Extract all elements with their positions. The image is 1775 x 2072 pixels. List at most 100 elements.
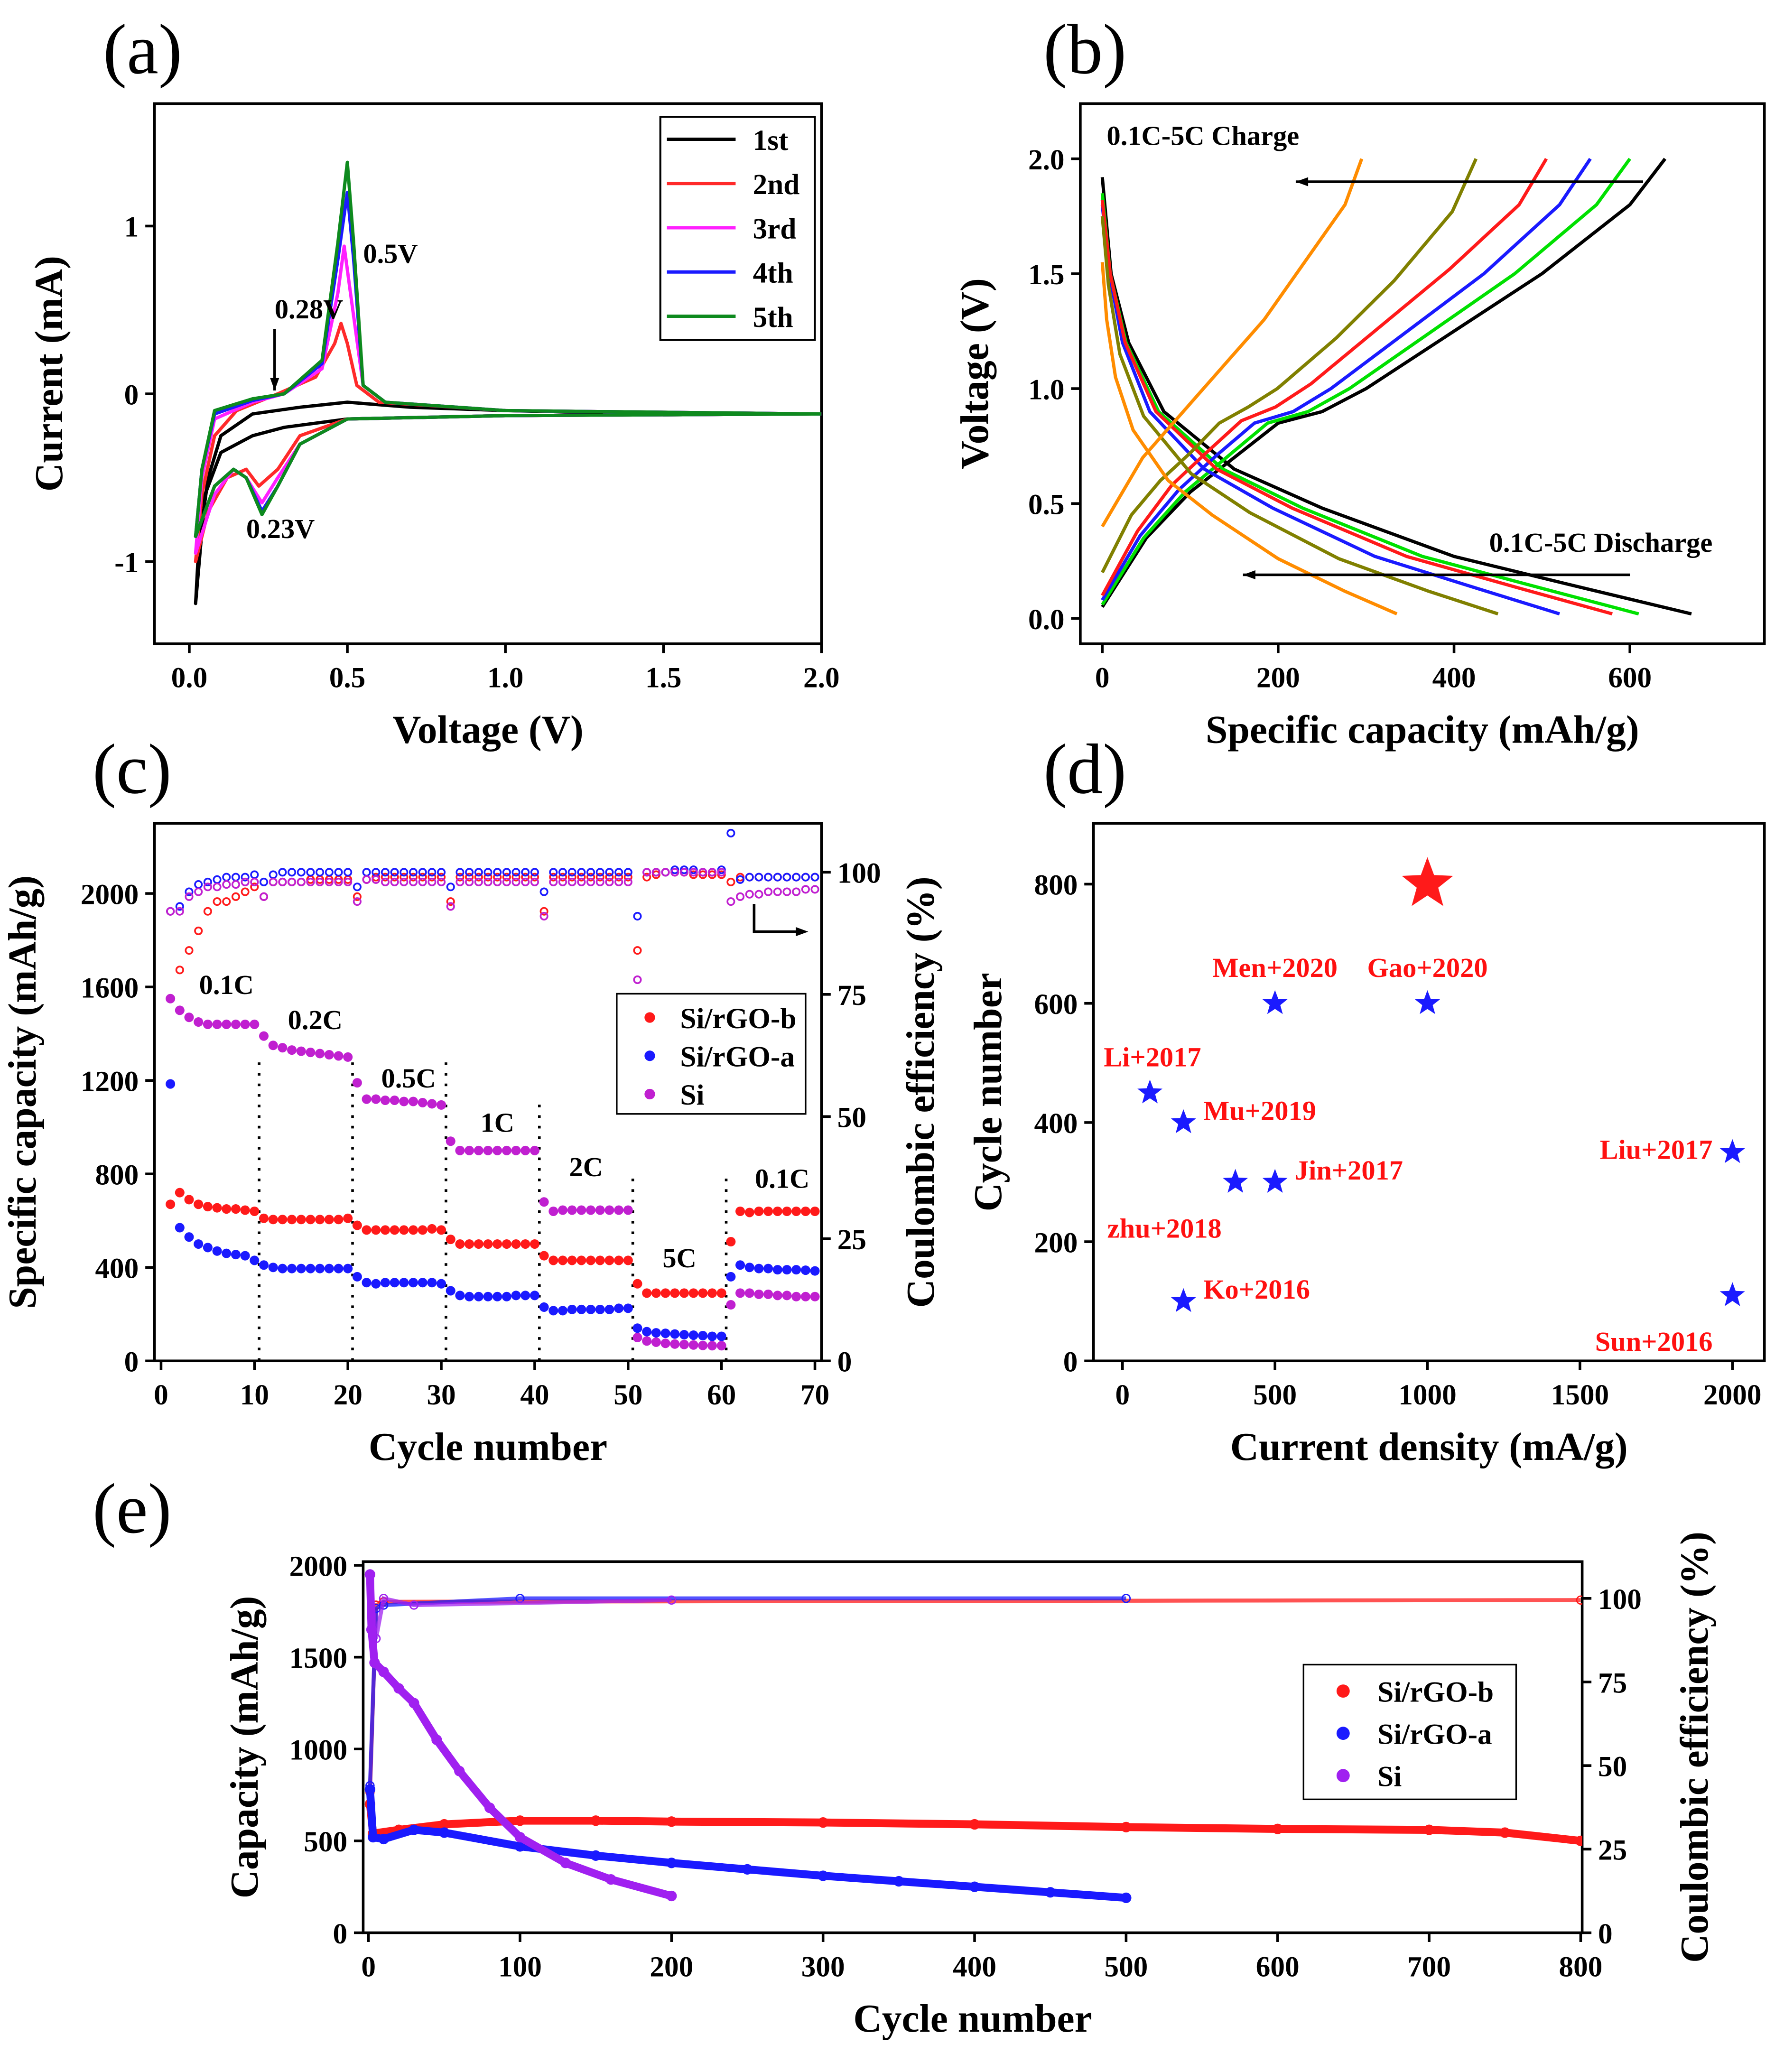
capacity-point	[278, 1043, 288, 1053]
capacity-point	[474, 1292, 483, 1301]
capacity-point	[334, 1051, 344, 1061]
series-line-5C-discharge	[1100, 262, 1398, 616]
capacity-point	[380, 1225, 390, 1235]
capacity-point	[175, 1005, 185, 1015]
capacity-point	[698, 1288, 708, 1298]
reference-star-marker	[1262, 1169, 1288, 1193]
capacity-point	[493, 1292, 502, 1301]
ce-point	[418, 868, 427, 877]
rate-label: 0.2C	[288, 1004, 343, 1035]
rate-label: 0.1C	[755, 1163, 809, 1194]
capacity-point	[184, 1232, 194, 1242]
x-tick-label: 200	[1256, 662, 1300, 694]
capacity-point	[726, 1237, 736, 1247]
chart-e	[353, 1560, 1592, 1942]
chart-c	[145, 822, 831, 1370]
arrowhead	[1295, 177, 1309, 186]
capacity-point	[1272, 1823, 1283, 1834]
capacity-point	[408, 1225, 418, 1235]
y2-tick-label: 50	[837, 1102, 866, 1134]
capacity-point	[203, 1243, 213, 1253]
capacity-point	[716, 1331, 726, 1341]
capacity-point	[166, 1199, 176, 1209]
y-tick-label: 0	[124, 1346, 139, 1378]
capacity-point	[437, 1279, 446, 1289]
capacity-point	[268, 1041, 278, 1050]
capacity-point	[520, 1291, 530, 1301]
ce-point	[297, 868, 306, 877]
capacity-point	[352, 1078, 362, 1088]
ce-point	[409, 873, 418, 882]
capacity-point	[791, 1292, 801, 1301]
ce-point	[194, 887, 203, 896]
capacity-point	[371, 1094, 381, 1104]
ce-point	[390, 873, 399, 882]
capacity-point	[222, 1019, 232, 1029]
y-tick-label: 0	[1063, 1346, 1078, 1378]
capacity-point	[530, 1291, 539, 1301]
capacity-point	[763, 1289, 773, 1299]
y2-tick-label: 100	[837, 857, 881, 890]
ce-point	[679, 868, 688, 877]
legend-label: 1st	[753, 124, 789, 157]
ce-point	[661, 868, 670, 877]
ce-point	[511, 873, 520, 882]
capacity-point	[511, 1291, 521, 1301]
y2-tick-label: 25	[837, 1224, 866, 1256]
ce-point	[595, 873, 604, 882]
y-tick-label: 400	[1034, 1107, 1078, 1140]
x-tick-label: 40	[520, 1379, 549, 1411]
ce-point	[549, 877, 558, 886]
capacity-point	[595, 1205, 605, 1215]
capacity-point	[240, 1019, 250, 1029]
x-tick-label: 50	[613, 1379, 642, 1411]
capacity-point	[567, 1205, 577, 1215]
y2-tick-label: 25	[1598, 1834, 1627, 1867]
capacity-point	[514, 1815, 526, 1826]
ce-point	[325, 868, 334, 877]
y-tick-label: 600	[1034, 988, 1078, 1021]
ce-point	[381, 868, 390, 877]
ce-point	[633, 911, 642, 921]
capacity-point	[427, 1099, 437, 1109]
ce-point	[558, 868, 567, 877]
capacity-point	[666, 1890, 677, 1902]
ce-point	[577, 868, 586, 877]
panel-label-d: (d)	[1043, 729, 1126, 808]
y2-axis-label: Coulombic efficiency (%)	[899, 876, 943, 1308]
y-tick-label: 1	[124, 211, 139, 243]
ce-point	[418, 877, 427, 886]
capacity-point	[707, 1331, 717, 1341]
capacity-point	[595, 1255, 605, 1265]
arrowhead	[1243, 570, 1255, 580]
capacity-point	[791, 1265, 801, 1275]
ce-point	[325, 877, 334, 886]
capacity-point	[240, 1251, 250, 1261]
series-line-1C-discharge	[1100, 200, 1613, 616]
ce-point	[502, 873, 511, 882]
ce-point	[726, 828, 735, 838]
ce-point	[736, 875, 745, 884]
ce-point	[483, 877, 493, 886]
capacity-point	[520, 1145, 530, 1155]
capacity-point	[595, 1304, 605, 1314]
y2-tick-label: 50	[1598, 1750, 1627, 1783]
ce-point	[241, 877, 250, 886]
capacity-point	[735, 1288, 745, 1298]
capacity-point	[184, 1013, 194, 1022]
y-tick-label: 1.5	[1028, 259, 1065, 291]
capacity-point	[558, 1205, 568, 1215]
capacity-point	[296, 1215, 306, 1225]
ce-point	[642, 873, 651, 882]
ce-point	[409, 1600, 419, 1610]
capacity-point	[514, 1832, 526, 1843]
ce-point	[595, 868, 604, 877]
capacity-point	[567, 1304, 577, 1314]
legend-label: Si/rGO-a	[680, 1041, 794, 1073]
ce-point	[194, 926, 203, 935]
panel-label-c: (c)	[93, 729, 172, 808]
capacity-point	[390, 1278, 400, 1288]
capacity-point	[660, 1288, 670, 1298]
capacity-point	[651, 1288, 661, 1298]
ce-point	[365, 1781, 375, 1791]
